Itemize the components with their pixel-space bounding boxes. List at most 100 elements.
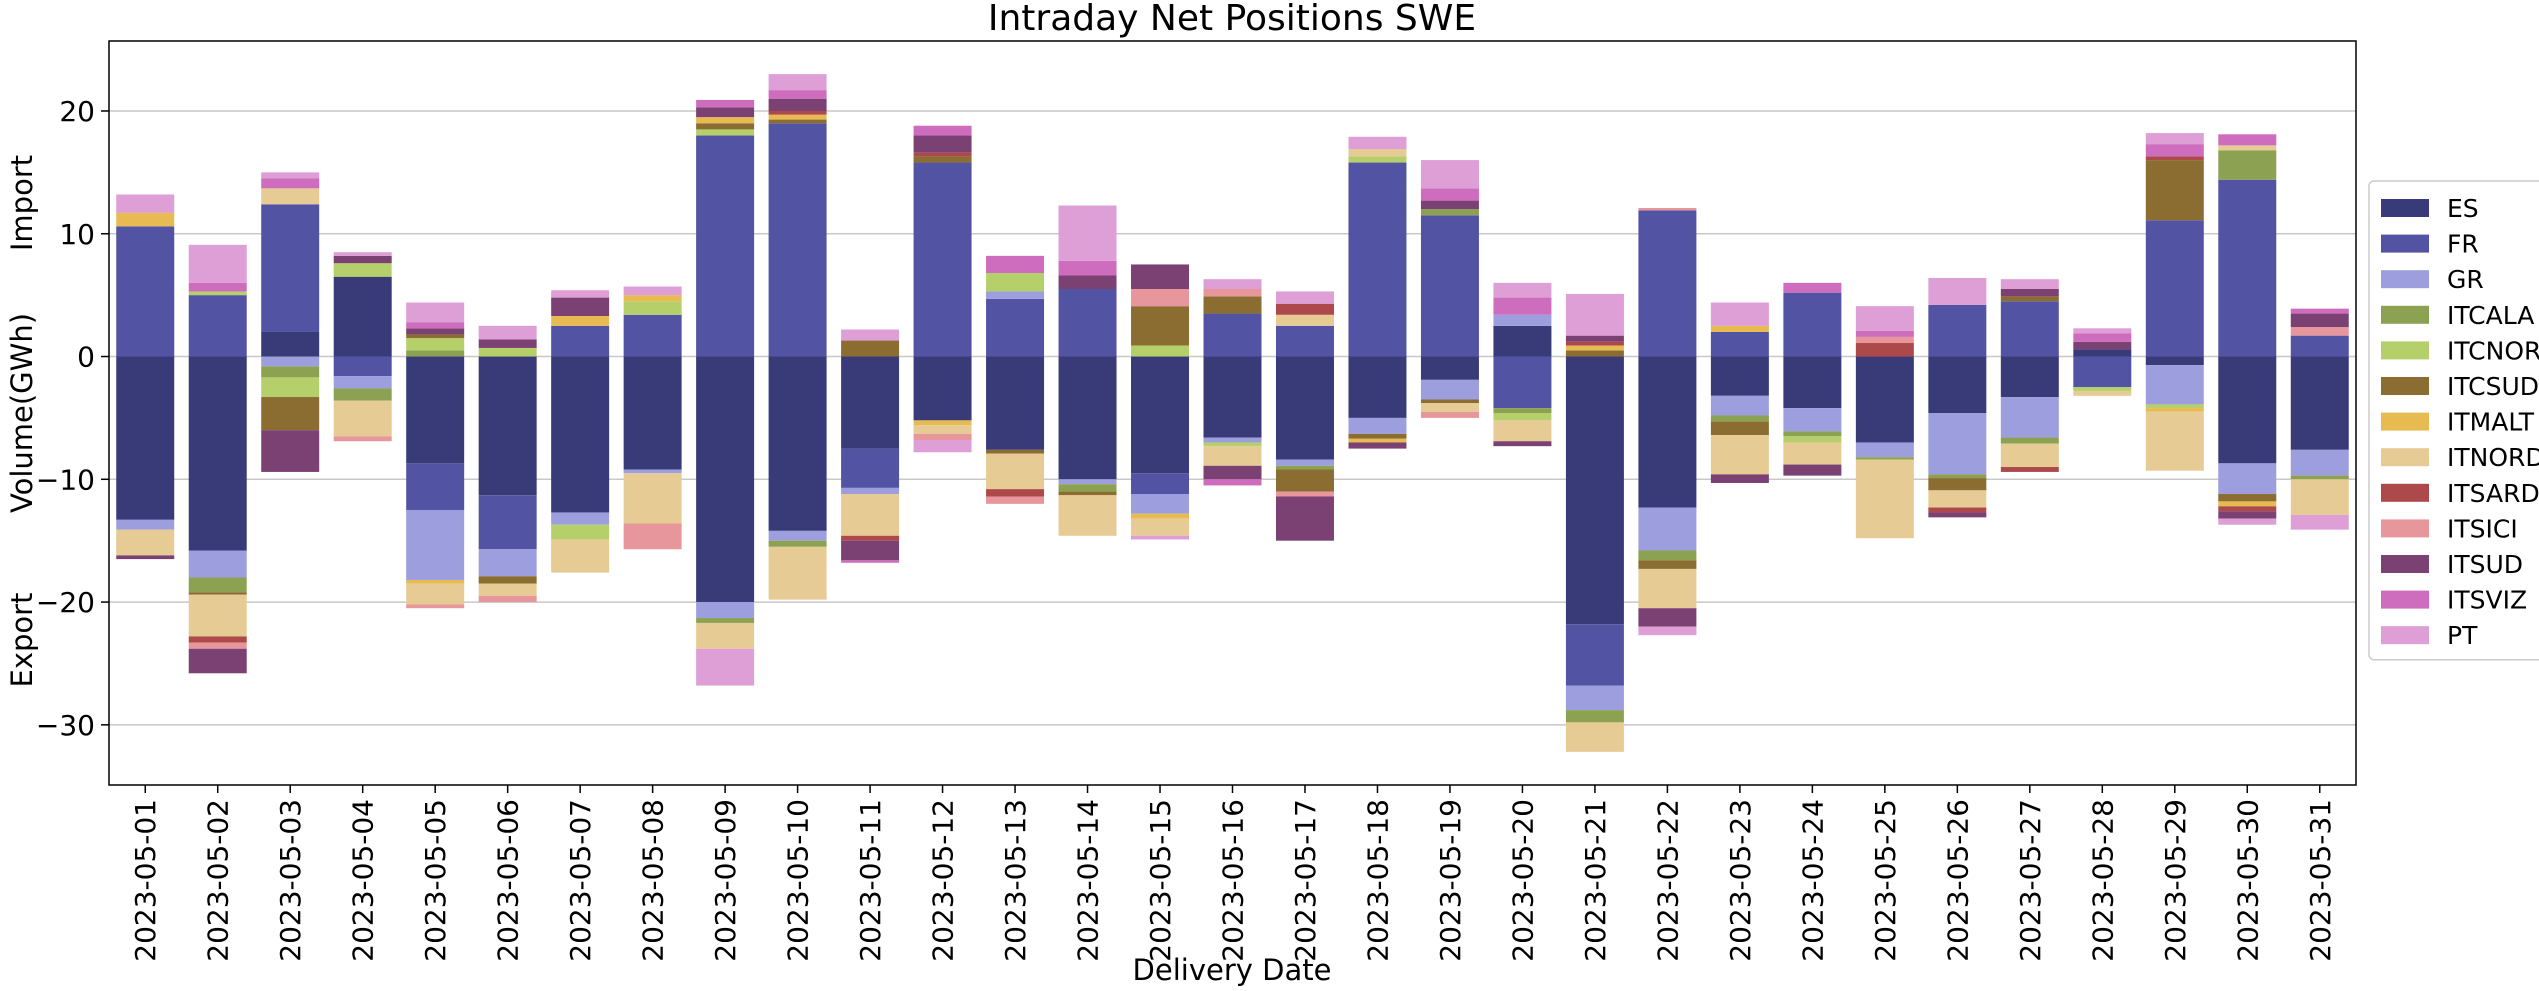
bar-segment bbox=[913, 152, 972, 157]
legend-label: ITCNOR bbox=[2447, 336, 2539, 365]
bar-segment bbox=[188, 577, 247, 593]
bar-segment bbox=[1203, 279, 1262, 289]
bar-segment bbox=[1710, 421, 1769, 436]
legend-label: GR bbox=[2447, 265, 2484, 294]
bar-segment bbox=[1565, 356, 1624, 625]
legend-swatch bbox=[2381, 483, 2429, 502]
bar-segment bbox=[333, 255, 392, 264]
bar-segment bbox=[406, 334, 465, 339]
bar-segment bbox=[1348, 356, 1407, 418]
bar-segment bbox=[1783, 282, 1842, 293]
x-tick-label: 2023-05-18 bbox=[1361, 799, 1394, 962]
bar-segment bbox=[2290, 308, 2349, 314]
bar-segment bbox=[261, 331, 320, 357]
bar-segment bbox=[1565, 293, 1624, 336]
bar-segment bbox=[2218, 179, 2277, 357]
x-tick-label: 2023-05-16 bbox=[1217, 799, 1250, 962]
bar-segment bbox=[986, 496, 1045, 504]
x-tick-label: 2023-05-09 bbox=[709, 799, 742, 962]
bar-segment bbox=[406, 583, 465, 605]
bar-segment bbox=[696, 107, 755, 118]
legend-label: PT bbox=[2447, 621, 2478, 650]
bar-segment bbox=[1710, 415, 1769, 422]
bar-segment bbox=[2073, 328, 2132, 334]
bar-segment bbox=[2145, 365, 2204, 405]
bar-segment bbox=[1638, 210, 1697, 357]
bar-segment bbox=[1928, 507, 1987, 513]
bar-segment bbox=[1420, 215, 1479, 357]
bar-segment bbox=[623, 295, 682, 302]
bar-segment bbox=[478, 595, 537, 603]
bar-segment bbox=[333, 252, 392, 256]
bar-segment bbox=[1058, 275, 1117, 289]
bar-segment bbox=[2000, 356, 2059, 398]
bar-segment bbox=[1928, 356, 1987, 413]
bar-segment bbox=[333, 263, 392, 277]
bar-segment bbox=[2000, 443, 2059, 468]
bar-segment bbox=[2218, 356, 2277, 464]
bar-segment bbox=[1131, 356, 1190, 474]
bar-segment bbox=[551, 290, 610, 298]
bar-segment bbox=[696, 648, 755, 686]
bar-segment bbox=[1783, 464, 1842, 476]
bar-segment bbox=[2145, 220, 2204, 357]
x-axis-label: Delivery Date bbox=[1133, 953, 1332, 987]
bar-segment bbox=[188, 550, 247, 578]
bar-segment bbox=[1058, 495, 1117, 536]
bar-segment bbox=[1565, 341, 1624, 346]
legend-swatch bbox=[2381, 412, 2429, 431]
bar-segment bbox=[1203, 356, 1262, 438]
bar-segment bbox=[913, 433, 972, 441]
bar-segment bbox=[986, 453, 1045, 490]
bar-segment bbox=[1638, 507, 1697, 551]
bar-segment bbox=[116, 356, 175, 520]
bar-segment bbox=[1855, 356, 1914, 443]
bar-segment bbox=[1058, 356, 1117, 480]
bar-segment bbox=[1131, 518, 1190, 536]
bar-segment bbox=[261, 178, 320, 189]
bar-segment bbox=[333, 436, 392, 442]
bar-segment bbox=[696, 99, 755, 108]
y-tick-label: −10 bbox=[36, 463, 95, 496]
bar-segment bbox=[1638, 608, 1697, 627]
y-tick-label: 20 bbox=[59, 95, 95, 128]
bar-segment bbox=[1203, 289, 1262, 297]
bar-segment bbox=[986, 298, 1045, 357]
bar-segment bbox=[1203, 446, 1262, 466]
bar-segment bbox=[1203, 296, 1262, 314]
legend-label: FR bbox=[2447, 230, 2479, 259]
bar-segment bbox=[1855, 330, 1914, 337]
bar-segment bbox=[2145, 356, 2204, 366]
bar-segment bbox=[841, 487, 900, 495]
bar-segment bbox=[768, 530, 827, 541]
bar-segment bbox=[1058, 491, 1117, 496]
x-tick-label: 2023-05-14 bbox=[1072, 799, 1105, 962]
legend-label: ITSUD bbox=[2447, 550, 2523, 579]
bar-segment bbox=[768, 123, 827, 357]
bar-segment bbox=[841, 340, 900, 357]
bar-segment bbox=[1348, 442, 1407, 449]
bar-segment bbox=[623, 301, 682, 315]
bar-segment bbox=[1855, 457, 1914, 460]
axes: −30 −20 −10 0 10 20 2023-05-01 2023-05-02 2023-0… bbox=[36, 40, 2357, 962]
x-tick-label: 2023-05-28 bbox=[2086, 799, 2119, 962]
legend-label: ITSICI bbox=[2447, 514, 2518, 543]
bar-segment bbox=[2145, 160, 2204, 221]
bar-segment bbox=[2145, 144, 2204, 157]
legend-swatch bbox=[2381, 555, 2429, 573]
bar-segment bbox=[2000, 397, 2059, 438]
bar-segment bbox=[478, 356, 537, 496]
bar-segment bbox=[188, 594, 247, 637]
bar-segment bbox=[2218, 518, 2277, 525]
bar-segment bbox=[768, 90, 827, 99]
x-tick-label: 2023-05-21 bbox=[1579, 799, 1612, 962]
bar-segment bbox=[406, 509, 465, 580]
bar-segment bbox=[2000, 467, 2059, 472]
bar-segment bbox=[1348, 162, 1407, 357]
bar-segment bbox=[1783, 442, 1842, 465]
bar-segment bbox=[1058, 205, 1117, 261]
bar-segment bbox=[188, 282, 247, 292]
legend-swatch bbox=[2381, 341, 2429, 360]
bar-segment bbox=[116, 555, 175, 560]
